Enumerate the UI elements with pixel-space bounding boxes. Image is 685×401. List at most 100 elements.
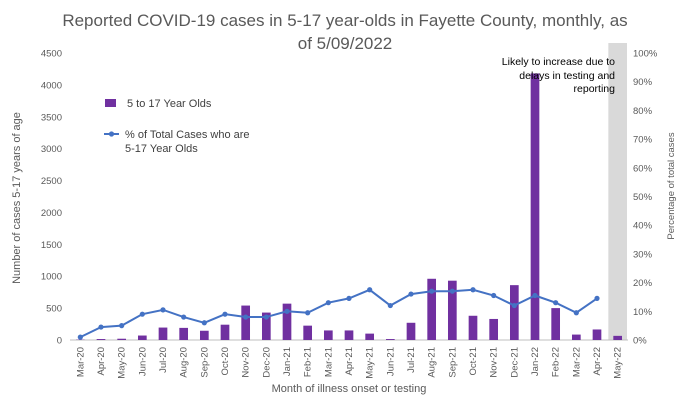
line-point <box>553 300 559 306</box>
line-point <box>594 295 600 301</box>
annotation-line: reporting <box>574 83 616 95</box>
x-axis-label: Month of illness onset or testing <box>272 383 427 395</box>
line-point <box>532 292 538 299</box>
line-point <box>511 302 517 309</box>
bar <box>241 305 251 340</box>
bar <box>199 330 209 340</box>
line-point <box>325 300 331 306</box>
x-tick-label: Nov-21 <box>489 347 500 378</box>
line-point <box>408 291 414 297</box>
line-point <box>77 334 83 340</box>
bar <box>282 303 292 340</box>
x-tick-label: Mar-20 <box>75 347 86 377</box>
x-tick-label: Oct-21 <box>468 347 479 376</box>
bar <box>530 73 540 341</box>
x-tick-label: Jun-20 <box>137 347 148 376</box>
line-point <box>160 307 166 313</box>
bar <box>96 339 106 340</box>
y2-tick-label: 10% <box>633 307 653 318</box>
y-tick-label: 3000 <box>41 144 62 155</box>
legend-line-marker <box>108 131 115 137</box>
chart-title-line-1: Reported COVID-19 cases in 5-17 year-old… <box>62 11 627 30</box>
annotation-line: delays in testing and <box>519 70 615 82</box>
line-point <box>346 295 352 301</box>
axes: 0 500 1000 1500 2000 2500 3000 3500 4000 4500 0% 10… <box>41 49 658 379</box>
bar <box>406 322 416 340</box>
x-tick-label: Mar-21 <box>323 347 334 377</box>
bar <box>551 308 561 340</box>
bar <box>613 335 623 340</box>
line-point <box>119 323 125 329</box>
bar <box>220 324 230 340</box>
bar <box>592 329 602 340</box>
bar <box>468 315 478 340</box>
bar <box>261 312 271 340</box>
bar <box>303 325 313 340</box>
line-point <box>98 324 104 330</box>
bar <box>385 339 395 340</box>
x-tick-label: Dec-21 <box>509 347 520 378</box>
y2-tick-label: 70% <box>633 135 653 146</box>
x-tick-label: Jan-21 <box>282 347 293 376</box>
chart-title-line-2: of 5/09/2022 <box>298 34 393 53</box>
legend-bar-swatch <box>105 99 116 107</box>
bar <box>489 318 499 340</box>
line-point <box>181 314 187 320</box>
bar <box>137 335 147 340</box>
y2-tick-label: 100% <box>633 49 658 60</box>
y2-tick-label: 0% <box>633 336 647 347</box>
y2-tick-label: 50% <box>633 192 653 203</box>
line-series <box>77 287 600 340</box>
x-tick-label: Feb-21 <box>303 347 314 377</box>
line-point <box>387 302 393 309</box>
line-point <box>305 310 311 316</box>
y-tick-label: 2000 <box>41 208 62 219</box>
x-tick-label: Apr-22 <box>592 347 603 376</box>
x-tick-label: Jul-20 <box>158 347 169 373</box>
y-tick-label: 4500 <box>41 49 62 60</box>
annotation-line: Likely to increase due to <box>502 56 615 68</box>
chart-text: Reported COVID-19 cases in 5-17 year-old… <box>11 11 677 395</box>
y2-axis-label: Percentage of total cases <box>666 132 677 239</box>
bar <box>323 330 333 340</box>
x-tick-label: Dec-20 <box>261 347 272 378</box>
line-point <box>222 311 228 317</box>
line-point <box>470 287 476 293</box>
line-point <box>429 288 435 294</box>
bar <box>158 327 168 340</box>
line-point <box>243 314 249 320</box>
incomplete-data-shading <box>608 43 627 340</box>
bar <box>571 334 581 340</box>
bar <box>344 330 354 340</box>
legend-line-label-2: 5-17 Year Olds <box>125 143 198 155</box>
bar <box>179 327 189 340</box>
y2-tick-label: 90% <box>633 77 653 88</box>
bar <box>427 278 437 340</box>
y-tick-label: 4000 <box>41 80 62 91</box>
bar <box>447 280 457 340</box>
x-tick-label: Jun-21 <box>385 347 396 376</box>
x-tick-label: Oct-20 <box>220 347 231 376</box>
legend-bar-label: 5 to 17 Year Olds <box>127 98 212 110</box>
legend-line-label-1: % of Total Cases who are <box>125 129 250 141</box>
bar-series <box>75 73 623 341</box>
y2-tick-label: 80% <box>633 106 653 117</box>
y-tick-label: 3500 <box>41 112 62 123</box>
bar <box>365 333 375 340</box>
line-point <box>367 287 373 293</box>
bar <box>117 338 127 340</box>
x-tick-label: Mar-22 <box>571 347 582 377</box>
x-tick-label: Aug-21 <box>427 347 438 378</box>
shaded-region <box>608 43 627 340</box>
line-point <box>491 292 497 299</box>
x-tick-label: May-21 <box>365 347 376 379</box>
bar <box>509 285 519 340</box>
line-point <box>284 308 290 314</box>
y-tick-label: 500 <box>46 304 62 315</box>
x-tick-label: Jul-21 <box>406 347 417 373</box>
y-tick-label: 2500 <box>41 176 62 187</box>
x-tick-label: May-20 <box>117 347 128 379</box>
x-tick-label: Jan-22 <box>530 347 541 376</box>
line-point <box>139 311 145 317</box>
